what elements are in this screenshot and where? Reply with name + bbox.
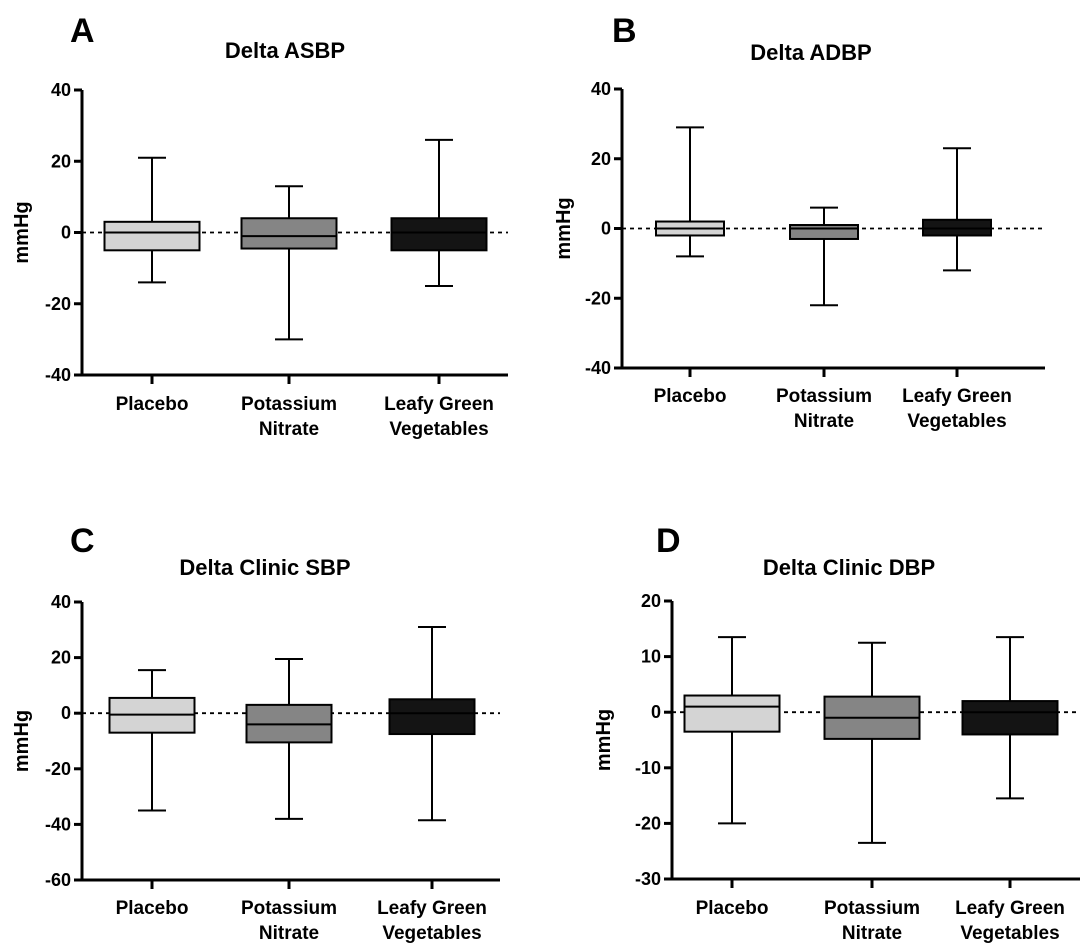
x-category-label-line: Potassium — [776, 386, 872, 407]
x-category-label: Leafy Green Vegetables — [902, 386, 1012, 432]
x-category-label-line: Vegetables — [960, 923, 1059, 944]
y-tick-label: 20 — [641, 591, 661, 611]
y-tick-label: -30 — [635, 869, 661, 889]
chart-panel-c: C Delta Clinic SBP mmHg -60 -40 -20 0 20 40 Place… — [11, 522, 500, 944]
x-category-label: Placebo — [116, 898, 189, 919]
y-axis-label: mmHg — [593, 709, 615, 771]
y-tick-label: -40 — [45, 365, 71, 385]
x-category-label-line: Leafy Green — [955, 898, 1065, 919]
x-category-label-line: Placebo — [116, 394, 189, 415]
y-tick-label: 40 — [51, 80, 71, 100]
x-category-label-line: Leafy Green — [902, 386, 1012, 407]
x-category-label-line: Placebo — [696, 898, 769, 919]
y-tick-label: -40 — [45, 814, 71, 834]
box-iqr — [105, 222, 200, 251]
y-tick-label: 0 — [601, 219, 611, 239]
panel-letter: A — [70, 12, 95, 50]
x-category-label-line: Nitrate — [842, 923, 902, 944]
panel-letter: C — [70, 522, 95, 560]
box-iqr — [392, 218, 487, 250]
x-category-label-line: Potassium — [241, 898, 337, 919]
box-iqr — [963, 701, 1058, 734]
x-category-label-line: Nitrate — [259, 923, 319, 944]
chart-panel-b: B Delta ADBP mmHg -40 -20 0 20 40 Placebo Potassi… — [553, 12, 1045, 432]
y-tick-label: 0 — [61, 223, 71, 243]
y-tick-label: 20 — [51, 648, 71, 668]
y-axis-label: mmHg — [553, 197, 575, 259]
x-category-label: Placebo — [696, 898, 769, 919]
box-iqr — [242, 218, 337, 248]
y-tick-label: -10 — [635, 758, 661, 778]
panel-letter: D — [656, 522, 681, 560]
x-category-label: Potassium Nitrate — [241, 898, 337, 944]
x-category-label-line: Vegetables — [382, 923, 481, 944]
x-category-label-line: Placebo — [116, 898, 189, 919]
chart-title: Delta ADBP — [750, 40, 871, 65]
box-iqr — [685, 696, 780, 732]
chart-panel-d: D Delta Clinic DBP mmHg -30 -20 -10 0 10 20 Place… — [593, 522, 1080, 944]
y-tick-label: -20 — [585, 288, 611, 308]
panel-letter: B — [612, 12, 637, 50]
y-tick-label: -40 — [585, 358, 611, 378]
box-iqr — [390, 699, 475, 734]
x-category-label: Potassium Nitrate — [776, 386, 872, 432]
chart-panel-a: A Delta ASBP mmHg -40 -20 0 20 40 Placebo Potassi… — [11, 12, 508, 440]
y-tick-label: -20 — [45, 294, 71, 314]
x-category-label-line: Nitrate — [794, 411, 854, 432]
y-tick-label: 40 — [591, 79, 611, 99]
chart-title: Delta Clinic SBP — [179, 555, 350, 580]
x-category-label: Potassium Nitrate — [241, 394, 337, 440]
x-category-label: Placebo — [654, 386, 727, 407]
x-category-label-line: Leafy Green — [384, 394, 494, 415]
y-tick-label: -60 — [45, 870, 71, 890]
x-category-label-line: Vegetables — [389, 419, 488, 440]
y-tick-label: -20 — [635, 813, 661, 833]
x-category-label: Leafy Green Vegetables — [955, 898, 1065, 944]
x-category-label: Potassium Nitrate — [824, 898, 920, 944]
x-category-label-line: Nitrate — [259, 419, 319, 440]
y-tick-label: 20 — [51, 151, 71, 171]
box-iqr — [790, 225, 858, 239]
y-tick-label: 10 — [641, 647, 661, 667]
y-tick-label: 20 — [591, 149, 611, 169]
x-category-label: Leafy Green Vegetables — [384, 394, 494, 440]
y-tick-label: 0 — [61, 703, 71, 723]
y-tick-label: 40 — [51, 592, 71, 612]
x-category-label-line: Potassium — [824, 898, 920, 919]
y-axis-label: mmHg — [11, 710, 33, 772]
chart-title: Delta Clinic DBP — [763, 555, 935, 580]
x-category-label: Placebo — [116, 394, 189, 415]
x-category-label-line: Placebo — [654, 386, 727, 407]
x-category-label-line: Vegetables — [907, 411, 1006, 432]
y-tick-label: 0 — [651, 702, 661, 722]
x-category-label-line: Potassium — [241, 394, 337, 415]
x-category-label: Leafy Green Vegetables — [377, 898, 487, 944]
y-tick-label: -20 — [45, 759, 71, 779]
x-category-label-line: Leafy Green — [377, 898, 487, 919]
y-axis-label: mmHg — [11, 201, 33, 263]
chart-title: Delta ASBP — [225, 38, 345, 63]
